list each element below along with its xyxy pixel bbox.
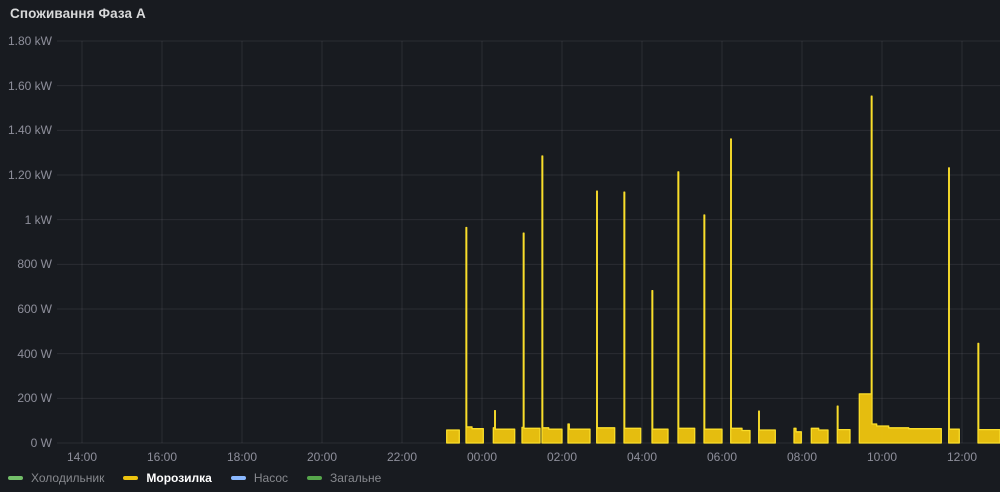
y-tick-label: 400 W bbox=[17, 346, 52, 361]
x-tick-label: 10:00 bbox=[866, 450, 898, 464]
y-tick-label: 1.20 kW bbox=[7, 168, 52, 182]
x-tick-label: 22:00 bbox=[386, 450, 418, 464]
legend-item-label: Морозилка bbox=[146, 471, 212, 485]
grid-lines bbox=[57, 40, 1000, 444]
x-tick-label: 06:00 bbox=[706, 450, 738, 464]
legend-item-2[interactable]: Насос bbox=[230, 471, 289, 485]
x-tick-label: 12:00 bbox=[946, 450, 978, 464]
legend-swatch-icon bbox=[230, 476, 246, 480]
y-tick-label: 800 W bbox=[17, 257, 52, 272]
x-tick-label: 14:00 bbox=[66, 450, 98, 464]
y-tick-label: 1.60 kW bbox=[7, 78, 52, 93]
x-tick-label: 02:00 bbox=[546, 450, 578, 464]
series-1-path bbox=[446, 95, 1000, 444]
panel-title[interactable]: Споживання Фаза А bbox=[10, 6, 146, 21]
legend-swatch-icon bbox=[8, 476, 23, 480]
legend: Холодильник Морозилка Насос Загальне bbox=[8, 469, 996, 487]
legend-swatch-icon bbox=[307, 476, 323, 480]
legend-item-1[interactable]: Морозилка bbox=[123, 471, 212, 485]
x-tick-label: 18:00 bbox=[226, 450, 258, 464]
legend-item-label: Загальне bbox=[330, 471, 382, 485]
legend-swatch-icon bbox=[123, 476, 139, 480]
series-area bbox=[446, 95, 1000, 444]
y-tick-label: 0 W bbox=[30, 436, 52, 450]
y-tick-label: 200 W bbox=[17, 391, 52, 406]
x-tick-label: 16:00 bbox=[146, 450, 178, 464]
legend-item-3[interactable]: Загальне bbox=[307, 471, 381, 485]
legend-item-label: Насос bbox=[253, 471, 289, 485]
y-tick-label: 1.40 kW bbox=[7, 123, 52, 138]
legend-item-label: Холодильник bbox=[31, 471, 105, 485]
y-tick-label: 1 kW bbox=[24, 212, 52, 227]
x-tick-label: 08:00 bbox=[786, 450, 818, 464]
y-tick-label: 600 W bbox=[17, 302, 52, 316]
y-tick-label: 1.80 kW bbox=[7, 34, 52, 48]
legend-item-0[interactable]: Холодильник bbox=[8, 471, 104, 485]
x-tick-label: 20:00 bbox=[306, 450, 338, 464]
x-tick-label: 00:00 bbox=[466, 450, 498, 464]
x-tick-label: 04:00 bbox=[626, 450, 658, 464]
